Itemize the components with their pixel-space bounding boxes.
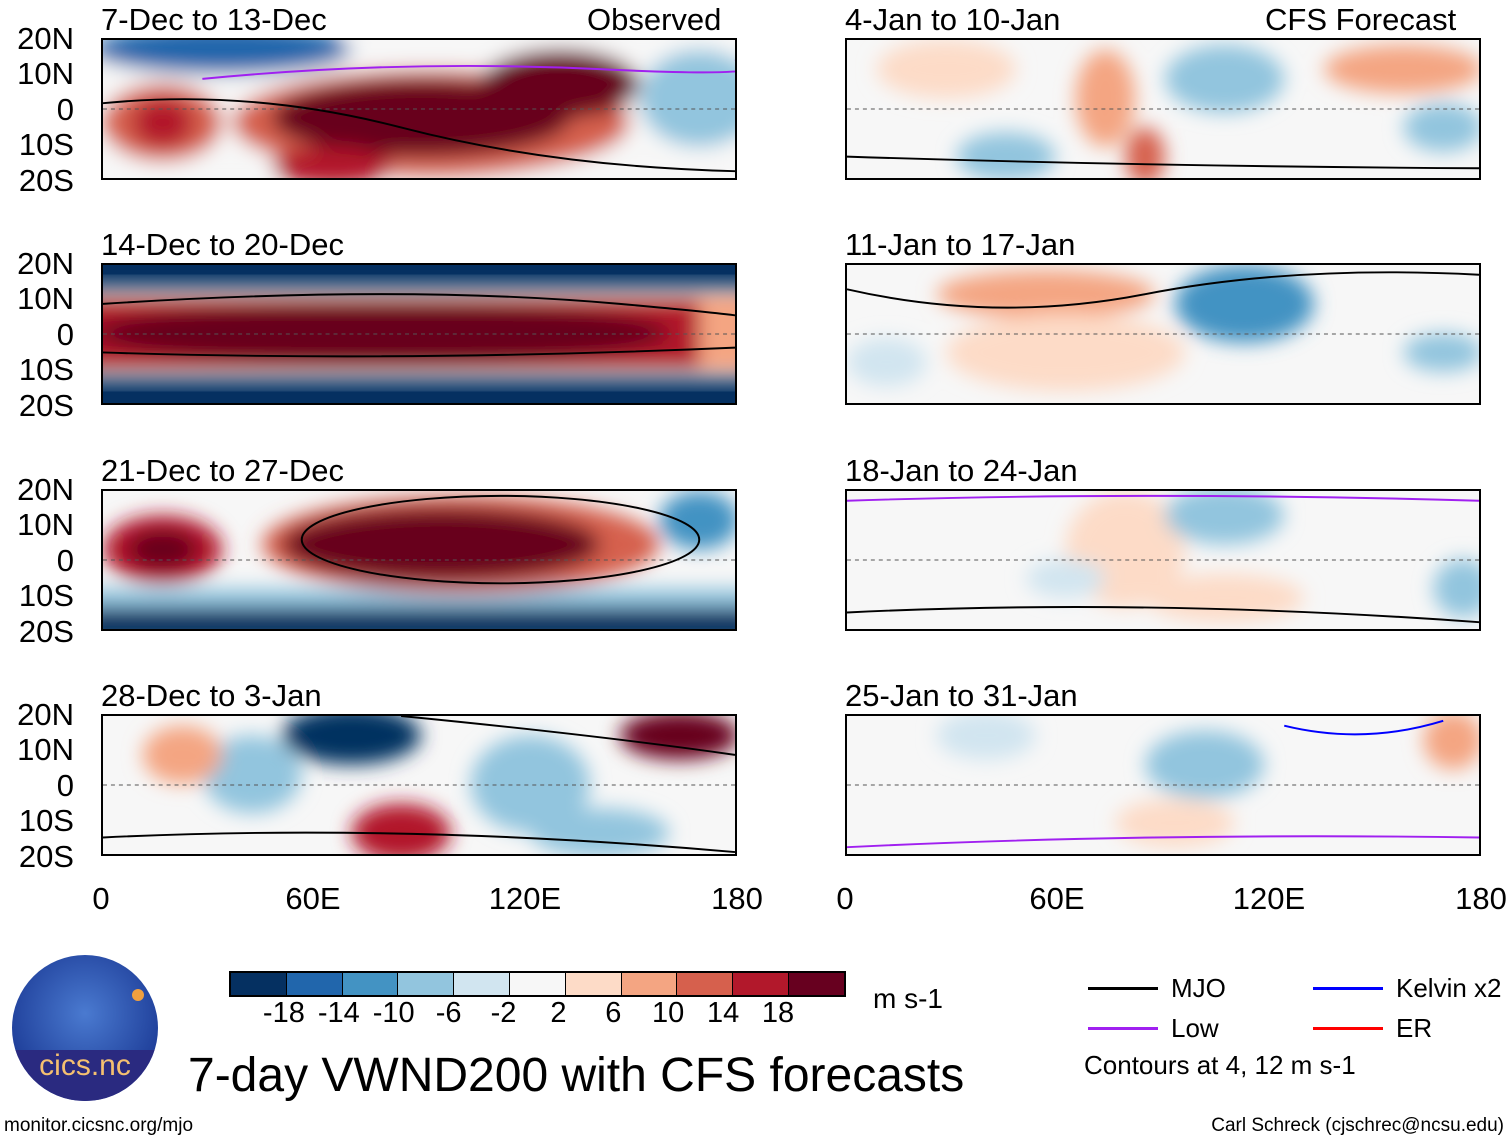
legend-line-mjo <box>1088 987 1158 990</box>
colorbar-swatch <box>286 973 343 995</box>
lat-tick-label: 0 <box>56 92 74 127</box>
lat-tick-label: 20S <box>18 388 74 423</box>
colorbar-swatch <box>398 973 455 995</box>
contour-note: Contours at 4, 12 m s-1 <box>1084 1050 1356 1080</box>
panel-title: 25-Jan to 31-Jan <box>845 678 1078 713</box>
map-panel-forecast-2 <box>845 263 1481 405</box>
panel-title: 4-Jan to 10-Jan <box>845 2 1061 37</box>
lon-tick-label: 180 <box>711 881 763 916</box>
lat-tick-label: 20N <box>17 246 74 281</box>
panel-title: 7-Dec to 13-Dec <box>101 2 327 37</box>
colorbar-label: 14 <box>706 997 740 1029</box>
lat-tick-label: 20S <box>18 163 74 198</box>
map-panel-observed-1 <box>101 38 737 180</box>
panel-title: 21-Dec to 27-Dec <box>101 453 344 488</box>
colorbar <box>229 971 846 997</box>
lon-tick-label: 120E <box>488 881 562 916</box>
lon-tick-label: 60E <box>285 881 341 916</box>
legend-label: Kelvin x2 <box>1396 973 1502 1003</box>
lat-tick-label: 10S <box>18 127 74 162</box>
lat-tick-label: 20N <box>17 472 74 507</box>
lat-tick-label: 10S <box>18 803 74 838</box>
colorbar-label: -6 <box>435 997 462 1029</box>
colorbar-swatch <box>621 973 678 995</box>
legend-label: MJO <box>1171 973 1226 1003</box>
legend-label: Low <box>1171 1013 1219 1043</box>
colorbar-swatch <box>733 973 789 995</box>
lon-tick-label: 0 <box>92 881 110 916</box>
colorbar-label: 2 <box>550 997 567 1029</box>
logo-text: cics.nc <box>39 1049 131 1082</box>
lat-tick-label: 10N <box>17 732 74 767</box>
map-panel-observed-2 <box>101 263 737 405</box>
colorbar-swatch <box>342 973 399 995</box>
footer-url: monitor.cicsnc.org/mjo <box>4 1115 194 1136</box>
colorbar-swatch <box>454 973 510 995</box>
colorbar-label: -10 <box>372 997 415 1029</box>
lat-tick-label: 10N <box>17 281 74 316</box>
legend-label: ER <box>1396 1013 1433 1043</box>
lat-tick-label: 10N <box>17 56 74 91</box>
lat-tick-label: 0 <box>56 543 74 578</box>
colorbar-label: 6 <box>605 997 622 1029</box>
panel-title: 11-Jan to 17-Jan <box>845 227 1076 262</box>
forecast-label: CFS Forecast <box>1265 2 1457 37</box>
observed-label: Observed <box>587 2 722 37</box>
lat-tick-label: 0 <box>56 317 74 352</box>
lat-tick-label: 10S <box>18 352 74 387</box>
colorbar-swatch <box>231 973 287 995</box>
colorbar-swatch <box>565 973 622 995</box>
colorbar-swatch <box>788 973 844 995</box>
map-panel-observed-3 <box>101 489 737 631</box>
lon-tick-label: 120E <box>1232 881 1306 916</box>
colorbar-units: m s-1 <box>873 983 943 1014</box>
lat-tick-label: 0 <box>56 768 74 803</box>
colorbar-swatch <box>677 973 734 995</box>
lat-tick-label: 20S <box>18 614 74 649</box>
map-panel-forecast-4 <box>845 714 1481 856</box>
legend-line-er <box>1313 1027 1383 1030</box>
figure-title: 7-day VWND200 with CFS forecasts <box>188 1049 965 1102</box>
panel-title: 14-Dec to 20-Dec <box>101 227 344 262</box>
lat-tick-label: 20S <box>18 839 74 874</box>
lon-tick-label: 0 <box>836 881 854 916</box>
legend-line-kelvin <box>1313 987 1383 990</box>
colorbar-label: -2 <box>490 997 517 1029</box>
lon-tick-label: 180 <box>1455 881 1507 916</box>
lat-tick-label: 10N <box>17 507 74 542</box>
lon-tick-label: 60E <box>1029 881 1085 916</box>
cics-logo: cics.nc <box>12 955 158 1101</box>
colorbar-swatch <box>509 973 566 995</box>
colorbar-label: -18 <box>262 997 305 1029</box>
lat-tick-label: 20N <box>17 21 74 56</box>
panel-title: 18-Jan to 24-Jan <box>845 453 1078 488</box>
colorbar-label: 18 <box>761 997 795 1029</box>
map-panel-observed-4 <box>101 714 737 856</box>
lat-tick-label: 20N <box>17 697 74 732</box>
footer-credit: Carl Schreck (cjschrec@ncsu.edu) <box>1211 1115 1504 1136</box>
panel-title: 28-Dec to 3-Jan <box>101 678 322 713</box>
colorbar-label: 10 <box>652 997 685 1029</box>
map-panel-forecast-3 <box>845 489 1481 631</box>
map-panel-forecast-1 <box>845 38 1481 180</box>
legend-line-low <box>1088 1027 1158 1030</box>
colorbar-label: -14 <box>317 997 360 1029</box>
lat-tick-label: 10S <box>18 578 74 613</box>
